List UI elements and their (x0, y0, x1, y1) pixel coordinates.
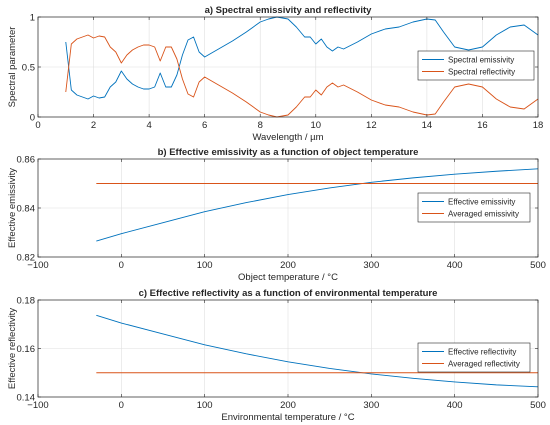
legend-entry: Effective emissivity (448, 197, 515, 206)
x-tick-label: 400 (447, 260, 463, 271)
y-tick-label: 0.14 (17, 392, 36, 403)
x-tick-label: 100 (197, 400, 213, 411)
series-line-primary (65, 16, 539, 100)
x-tick-label: 4 (146, 120, 151, 131)
legend-box (417, 50, 535, 81)
legend-entry: Spectral reflectivity (448, 67, 515, 76)
x-tick-label: −100 (27, 400, 48, 411)
series-line-primary (96, 314, 539, 388)
x-tick-label: 2 (91, 120, 96, 131)
y-tick-label: 1 (30, 12, 35, 23)
y-tick-label: 0.18 (17, 295, 36, 306)
x-axis-label: Environmental temperature / °C (221, 412, 354, 423)
y-tick-label: 0.5 (22, 62, 35, 73)
legend-entry: Spectral emissivity (448, 55, 514, 64)
chart-panel-b: −100 0 100 200 300 400 500 0.82 0.84 0.86 b) Effec… (7, 147, 546, 283)
x-tick-label: 14 (422, 120, 433, 131)
y-axis-label: Spectral parameter (7, 27, 18, 108)
x-tick-label: 8 (258, 120, 263, 131)
x-tick-label: 10 (310, 120, 321, 131)
x-tick-label: 200 (280, 260, 296, 271)
x-tick-label: 500 (530, 400, 546, 411)
x-axis-label: Object temperature / °C (238, 272, 338, 283)
legend: Effective emissivity Averaged emissivity (417, 192, 531, 223)
x-tick-label: 500 (530, 260, 546, 271)
x-tick-label: 300 (363, 400, 379, 411)
legend-box (417, 342, 531, 373)
x-axis-label: Wavelength / µm (252, 132, 323, 143)
x-tick-label: 18 (533, 120, 544, 131)
y-axis-label: Effective reflectivity (7, 308, 18, 389)
series-line-secondary (65, 34, 539, 118)
x-tick-label: 400 (447, 400, 463, 411)
x-tick-label: 16 (477, 120, 488, 131)
chart-title: a) Spectral emissivity and reflectivity (205, 5, 373, 16)
chart-panel-a: 0 2 4 6 8 10 12 14 16 18 0 0.5 1 a) Spectral emissivi… (7, 5, 543, 143)
y-tick-label: 0.86 (17, 154, 36, 165)
x-tick-label: −100 (27, 260, 48, 271)
y-tick-label: 0 (30, 112, 35, 123)
y-tick-label: 0.16 (17, 344, 36, 355)
series-line-primary (96, 168, 539, 242)
legend: Spectral emissivity Spectral reflectivity (417, 50, 535, 81)
x-tick-label: 300 (363, 260, 379, 271)
x-tick-label: 100 (197, 260, 213, 271)
legend-entry: Effective reflectivity (448, 347, 516, 356)
chart-panel-c: −100 0 100 200 300 400 500 0.14 0.16 0.18 c) Effec… (7, 288, 546, 423)
x-tick-label: 6 (202, 120, 207, 131)
x-tick-label: 200 (280, 400, 296, 411)
y-tick-label: 0.82 (17, 252, 36, 263)
legend-box (417, 192, 531, 223)
legend-entry: Averaged emissivity (448, 209, 519, 218)
y-axis-label: Effective emissivity (7, 168, 18, 248)
legend: Effective reflectivity Averaged reflectiv… (417, 342, 531, 373)
x-tick-label: 0 (119, 260, 124, 271)
x-tick-label: 0 (119, 400, 124, 411)
x-tick-label: 12 (366, 120, 377, 131)
chart-title: b) Effective emissivity as a function of… (158, 147, 419, 158)
x-tick-label: 0 (35, 120, 40, 131)
y-tick-label: 0.84 (17, 203, 36, 214)
chart-title: c) Effective reflectivity as a function … (139, 288, 438, 299)
legend-entry: Averaged reflectivity (448, 359, 520, 368)
